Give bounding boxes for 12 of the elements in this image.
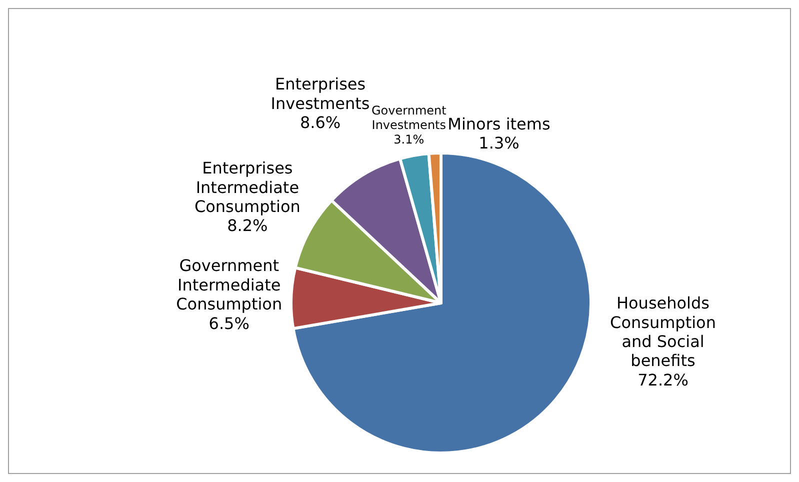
slice-label: Enterprises Investments xyxy=(270,75,370,114)
data-label: 3.1% xyxy=(394,132,424,147)
slice-label: Minors items xyxy=(448,114,550,134)
data-label: 1.3% xyxy=(478,134,520,153)
data-label: 6.5% xyxy=(208,314,250,334)
data-label: 72.2% xyxy=(638,370,688,390)
slice-label: Government Intermediate Consumption xyxy=(176,256,282,314)
slice-label: Government Investments xyxy=(371,104,447,132)
slice-label: Enterprises Intermediate Consumption xyxy=(194,159,300,216)
data-label: 8.6% xyxy=(300,113,341,132)
data-label: 8.2% xyxy=(227,216,268,236)
slice-label: Households Consumption and Social benefits xyxy=(610,294,716,371)
